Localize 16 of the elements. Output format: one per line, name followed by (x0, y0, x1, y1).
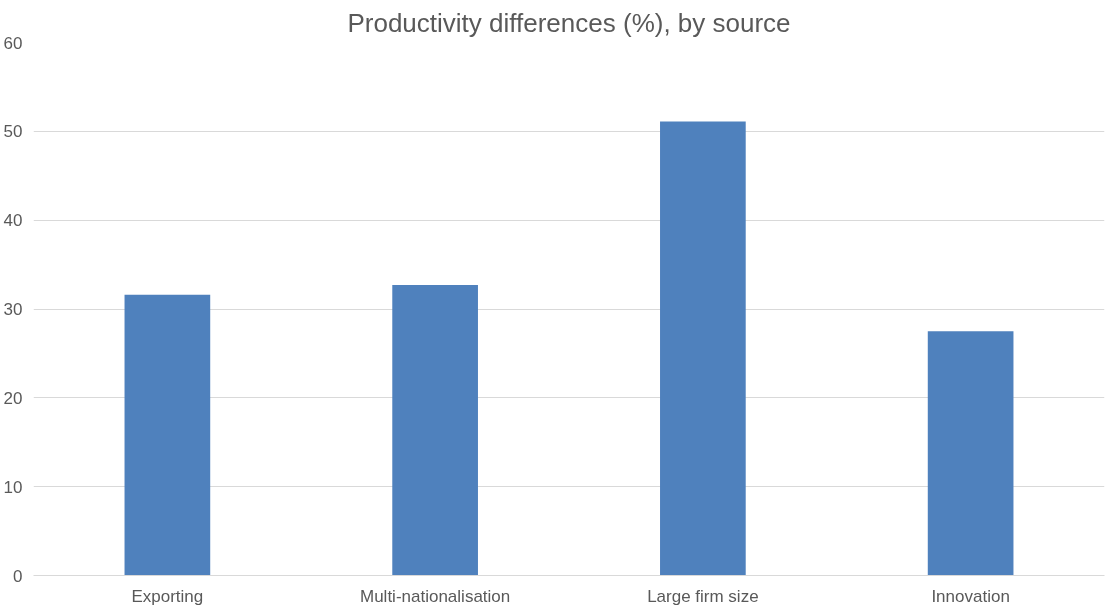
x-tick-label: Innovation (931, 586, 1010, 606)
x-tick-label: Exporting (131, 586, 204, 606)
bar (660, 121, 746, 576)
bar (392, 285, 478, 576)
y-tick-label: 50 (3, 122, 23, 142)
y-tick-label: 0 (13, 566, 23, 586)
y-tick-label: 10 (3, 477, 23, 497)
chart-title: Productivity differences (%), by source (347, 7, 791, 38)
y-tick-label: 20 (3, 388, 23, 408)
y-tick-label: 30 (3, 300, 23, 319)
x-tick-label: Large firm size (647, 586, 759, 606)
bar (124, 294, 211, 576)
y-tick-label: 40 (3, 211, 23, 231)
y-tick-label: 60 (3, 33, 23, 53)
x-tick-label: Multi-nationalisation (360, 586, 511, 606)
bar (927, 331, 1014, 576)
